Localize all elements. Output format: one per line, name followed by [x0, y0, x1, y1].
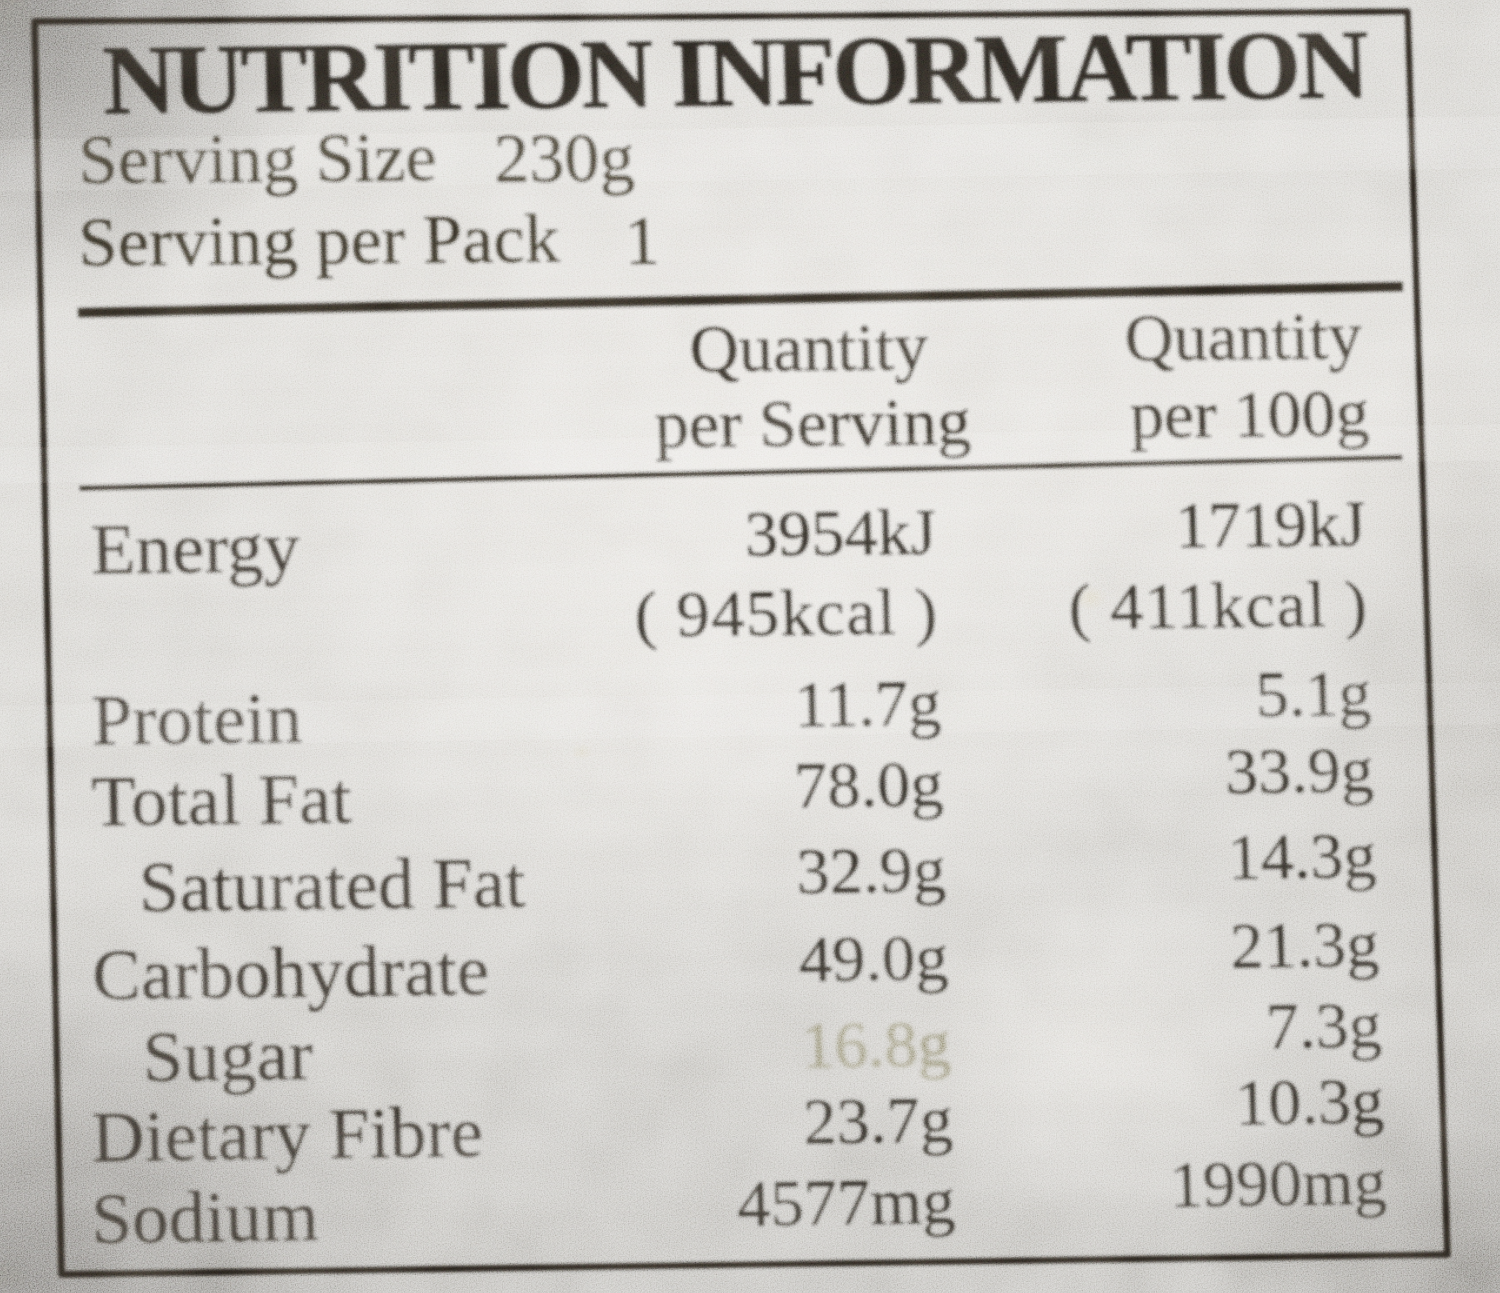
row-label-fibre: Dietary Fibre: [90, 1092, 484, 1178]
serving-per-pack-label: Serving per Pack: [77, 201, 561, 283]
row-label-satfat: Saturated Fat: [137, 842, 527, 928]
serving-size-label: Serving Size: [77, 120, 438, 200]
label-title: NUTRITION INFORMATION: [101, 9, 1368, 136]
col1-header-line2: per Serving: [653, 383, 972, 463]
row-value-energy-per-100g: 1719kJ: [1174, 487, 1367, 562]
serving-size-value: 230g: [493, 120, 636, 199]
row-label-fat: Total Fat: [90, 758, 353, 843]
serving-per-pack-value: 1: [623, 203, 661, 281]
col2-header-line1: Quantity: [1123, 298, 1363, 376]
row-value-fibre-per-serving: 23.7g: [802, 1083, 954, 1160]
row-value-carb-per-100g: 21.3g: [1229, 907, 1381, 983]
row-label-protein: Protein: [90, 678, 304, 761]
row-value-energy-kcal-per-100g: ( 411kcal ): [1067, 567, 1370, 644]
row-value-sugar-per-100g: 7.3g: [1264, 988, 1383, 1064]
row-label-sugar: Sugar: [141, 1014, 315, 1098]
row-value-energy-kcal-per-serving: ( 945kcal ): [633, 575, 940, 652]
row-value-fat-per-100g: 33.9g: [1223, 734, 1375, 809]
row-value-sodium-per-serving: 4577mg: [736, 1164, 957, 1241]
row-value-satfat-per-serving: 32.9g: [795, 833, 947, 909]
row-value-protein-per-serving: 11.7g: [793, 666, 943, 742]
row-value-fat-per-serving: 78.0g: [793, 748, 945, 823]
row-value-carb-per-serving: 49.0g: [797, 921, 950, 997]
row-value-sugar-per-serving: 16.8g: [800, 1007, 952, 1083]
row-value-energy-per-serving: 3954kJ: [743, 495, 938, 571]
row-label-energy: Energy: [90, 507, 301, 590]
row-label-sodium: Sodium: [90, 1175, 320, 1260]
row-label-carb: Carbohydrate: [91, 930, 490, 1016]
nutrition-label: NUTRITION INFORMATION Serving Size 230g …: [31, 7, 1452, 1279]
col1-header-line1: Quantity: [688, 308, 929, 387]
row-value-fibre-per-100g: 10.3g: [1234, 1064, 1386, 1140]
row-value-protein-per-100g: 5.1g: [1254, 657, 1373, 732]
col2-header-line2: per 100g: [1128, 375, 1371, 453]
row-value-satfat-per-100g: 14.3g: [1226, 819, 1378, 894]
row-value-sodium-per-100g: 1990mg: [1168, 1145, 1388, 1222]
